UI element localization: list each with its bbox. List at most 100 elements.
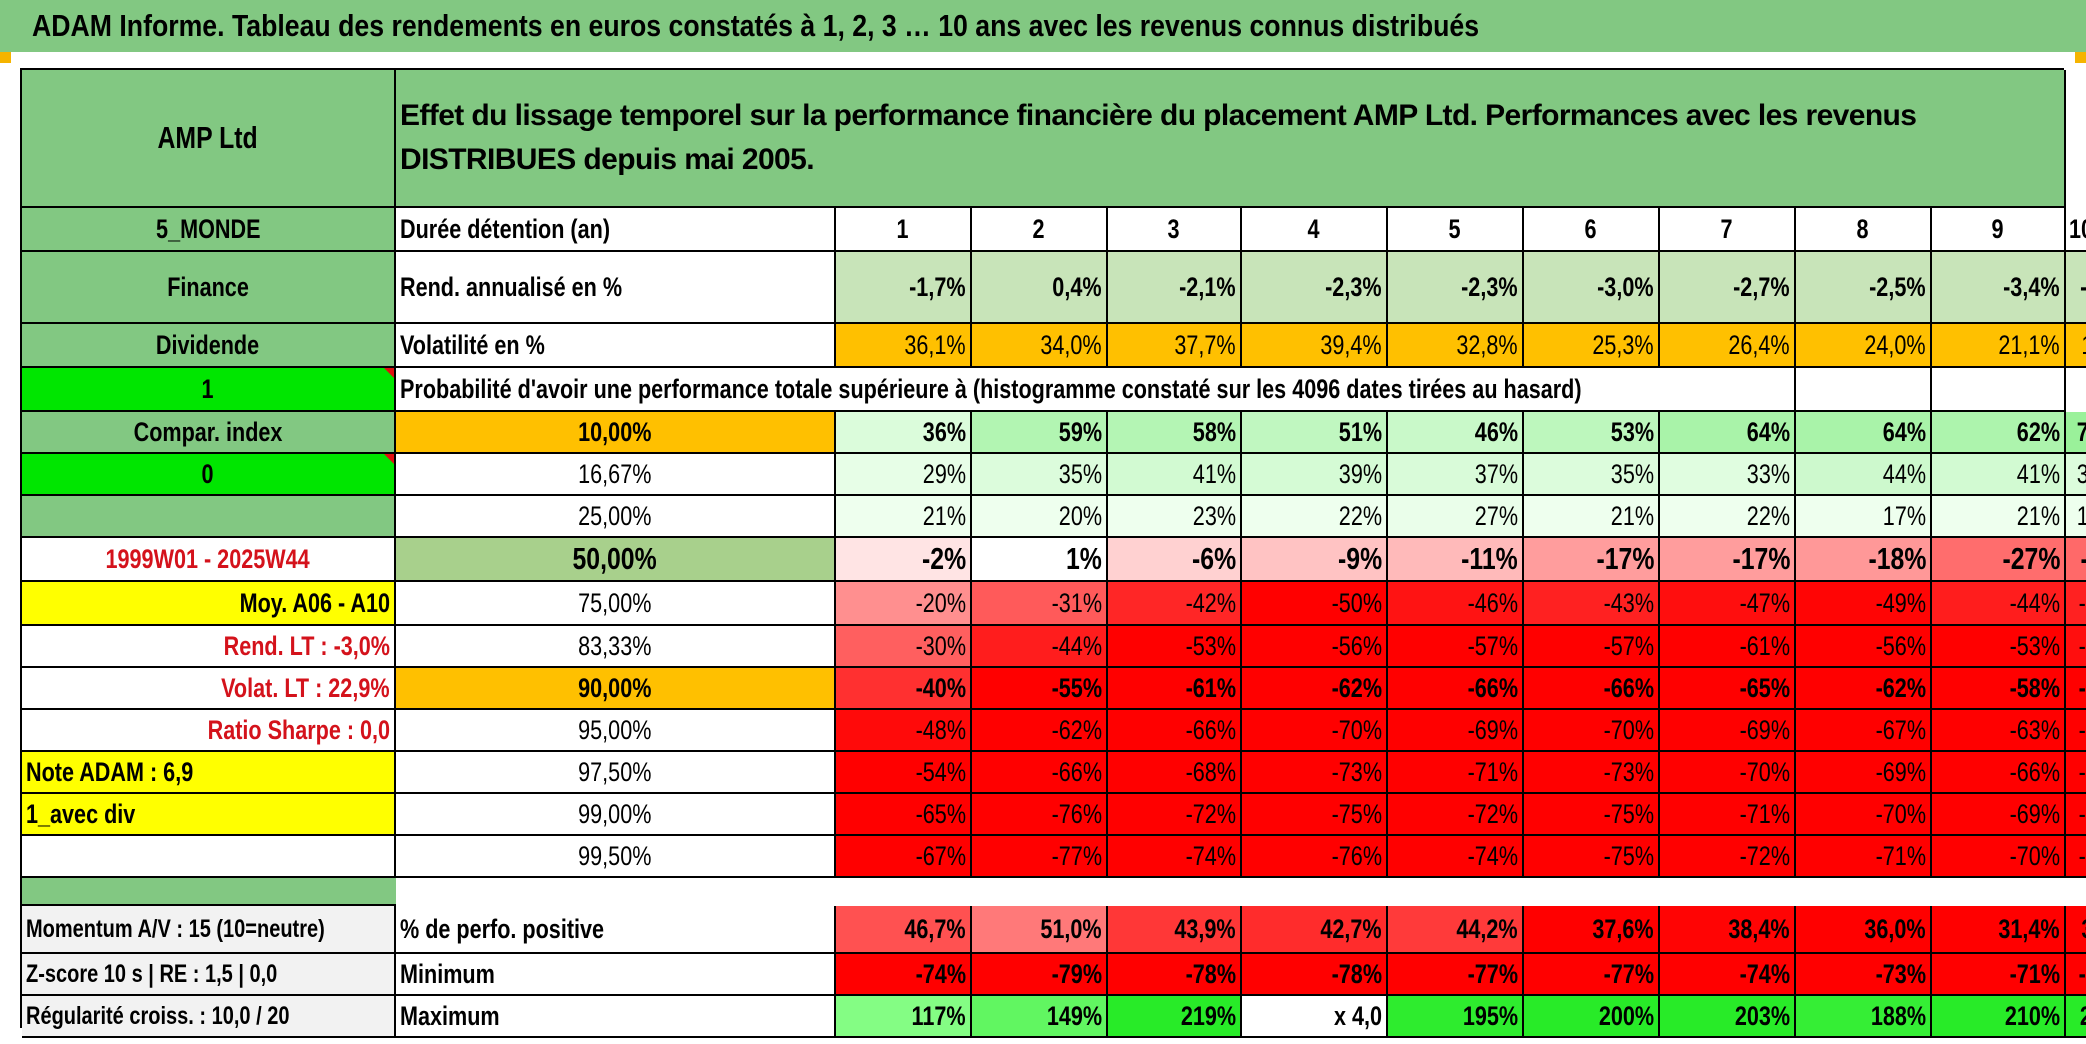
quantile-value-text: -76% bbox=[1331, 840, 1382, 871]
quantile-value-text: -75% bbox=[1603, 798, 1654, 829]
quantile-value-text: -17% bbox=[1732, 541, 1790, 576]
quantile-value-text: 64% bbox=[1746, 416, 1790, 447]
quantile-value: -47% bbox=[2066, 626, 2086, 668]
quantile-value: -48% bbox=[836, 710, 972, 752]
volat-value: 26,4% bbox=[1660, 324, 1796, 368]
year-header: 5 bbox=[1388, 208, 1524, 252]
rend-value: -1,7% bbox=[836, 252, 972, 324]
volat-value: 25,3% bbox=[1524, 324, 1660, 368]
quantile-value-text: 22% bbox=[1338, 500, 1382, 531]
maximum-value: 117% bbox=[836, 996, 972, 1038]
quantile-value: 39% bbox=[1242, 454, 1388, 496]
returns-table: AMP Ltd Effet du lissage temporel sur la … bbox=[20, 68, 2086, 1038]
fund-name: AMP Ltd bbox=[22, 70, 396, 208]
quantile-value-text: -6% bbox=[1191, 541, 1236, 576]
quantile-value: 58% bbox=[1108, 412, 1242, 454]
selector-0[interactable]: 0 bbox=[22, 454, 396, 496]
rend-value: 0,4% bbox=[972, 252, 1108, 324]
rend-value-text: -2,5% bbox=[1869, 271, 1926, 302]
quantile-value-text: -9% bbox=[1337, 541, 1382, 576]
quantile-value: 46% bbox=[1388, 412, 1524, 454]
maximum-label: Maximum bbox=[396, 996, 836, 1038]
maximum-value-text: 203% bbox=[1734, 1000, 1790, 1031]
quantile-value-text: -48% bbox=[915, 714, 966, 745]
quantile-value-text: -74% bbox=[1467, 840, 1518, 871]
quantile-value-text: -75% bbox=[1331, 798, 1382, 829]
quantile-value: -73% bbox=[1242, 752, 1388, 794]
report-title: ADAM Informe. Tableau des rendements en … bbox=[32, 8, 1480, 43]
proba-header-text: Probabilité d'avoir une performance tota… bbox=[400, 373, 1582, 404]
quantile-label-text: 83,33% bbox=[578, 630, 652, 661]
quantile-label: 99,00% bbox=[396, 794, 836, 836]
quantile-value: -61% bbox=[1108, 668, 1242, 710]
positive-value-text: 38,4% bbox=[1728, 913, 1790, 944]
year-header: 3 bbox=[1108, 208, 1242, 252]
quantile-label-text: 50,00% bbox=[572, 541, 658, 576]
quantile-value: -77% bbox=[972, 836, 1108, 878]
positive-value: 36,0% bbox=[1796, 906, 1932, 954]
note-adam-label: Note ADAM : 6,9 bbox=[22, 752, 396, 794]
quantile-value-text: -65% bbox=[915, 798, 966, 829]
minimum-value-text: -71% bbox=[2078, 958, 2086, 989]
quantile-label-text: 97,50% bbox=[578, 756, 652, 787]
quantile-value-text: -53% bbox=[1185, 630, 1236, 661]
volat-value-text: 34,0% bbox=[1040, 329, 1102, 360]
quantile-value: -65% bbox=[836, 794, 972, 836]
moy-label-text: Moy. A06 - A10 bbox=[239, 587, 390, 618]
rend-value-text: -3,0% bbox=[1597, 271, 1654, 302]
maximum-value: 212% bbox=[2066, 996, 2086, 1038]
minimum-value: -78% bbox=[1242, 954, 1388, 996]
period-label-text: 1999W01 - 2025W44 bbox=[105, 543, 311, 574]
quantile-value-text: 17% bbox=[1882, 500, 1926, 531]
quantile-value-text: -61% bbox=[1739, 630, 1790, 661]
quantile-label: 10,00% bbox=[396, 412, 836, 454]
year-header: 8 bbox=[1796, 208, 1932, 252]
quantile-value: -20% bbox=[836, 582, 972, 626]
year-header: 2 bbox=[972, 208, 1108, 252]
region-label: 5_MONDE bbox=[22, 208, 396, 252]
positive-value-text: 51,0% bbox=[1040, 913, 1102, 944]
rend-value: -2,3% bbox=[1242, 252, 1388, 324]
quantile-value: 21% bbox=[1524, 496, 1660, 538]
positive-value-text: 31,4% bbox=[1998, 913, 2060, 944]
quantile-value-text: -67% bbox=[1875, 714, 1926, 745]
quantile-value: -75% bbox=[1524, 794, 1660, 836]
quantile-value-text: -76% bbox=[1051, 798, 1102, 829]
quantile-value-text: 46% bbox=[1474, 416, 1518, 447]
volat-value: 34,0% bbox=[972, 324, 1108, 368]
quantile-value-text: -62% bbox=[1331, 672, 1382, 703]
quantile-value-text: -31% bbox=[1051, 587, 1102, 618]
rend-label-text: Rend. annualisé en % bbox=[400, 271, 623, 302]
quantile-label-text: 25,00% bbox=[578, 500, 652, 531]
volat-value: 17,5% bbox=[2066, 324, 2086, 368]
quantile-value: -72% bbox=[1660, 836, 1796, 878]
quantile-label: 99,50% bbox=[396, 836, 836, 878]
volat-value-text: 24,0% bbox=[1864, 329, 1926, 360]
volat-value: 36,1% bbox=[836, 324, 972, 368]
quantile-value-text: 51% bbox=[1338, 416, 1382, 447]
quantile-label: 83,33% bbox=[396, 626, 836, 668]
minimum-value: -77% bbox=[1388, 954, 1524, 996]
positive-value: 46,7% bbox=[836, 906, 972, 954]
quantile-value-text: 37% bbox=[1474, 458, 1518, 489]
quantile-value-text: -42% bbox=[1185, 587, 1236, 618]
minimum-value-text: -79% bbox=[1051, 958, 1102, 989]
quantile-value-text: 36% bbox=[922, 416, 966, 447]
quantile-value-text: -72% bbox=[1467, 798, 1518, 829]
year-header-text: 5 bbox=[1448, 213, 1462, 244]
quantile-value-text: -71% bbox=[1739, 798, 1790, 829]
selector-1-text: 1 bbox=[201, 373, 215, 404]
quantile-value: -65% bbox=[1660, 668, 1796, 710]
region-label-text: 5_MONDE bbox=[155, 213, 261, 244]
selector-1[interactable]: 1 bbox=[22, 368, 396, 412]
quantile-value-text: -28% bbox=[2080, 541, 2086, 577]
quantile-value: 59% bbox=[972, 412, 1108, 454]
quantile-value: -54% bbox=[836, 752, 972, 794]
minimum-value-text: -74% bbox=[1739, 958, 1790, 989]
momentum-label: Momentum A/V : 15 (10=neutre) bbox=[22, 906, 396, 954]
quantile-value: 23% bbox=[1108, 496, 1242, 538]
zscore-label: Z-score 10 s | RE : 1,5 | 0,0 bbox=[22, 954, 396, 996]
rend-value-text: 0,4% bbox=[1052, 271, 1102, 302]
quantile-value: -70% bbox=[1524, 710, 1660, 752]
maximum-value-text: 188% bbox=[1870, 1000, 1926, 1031]
